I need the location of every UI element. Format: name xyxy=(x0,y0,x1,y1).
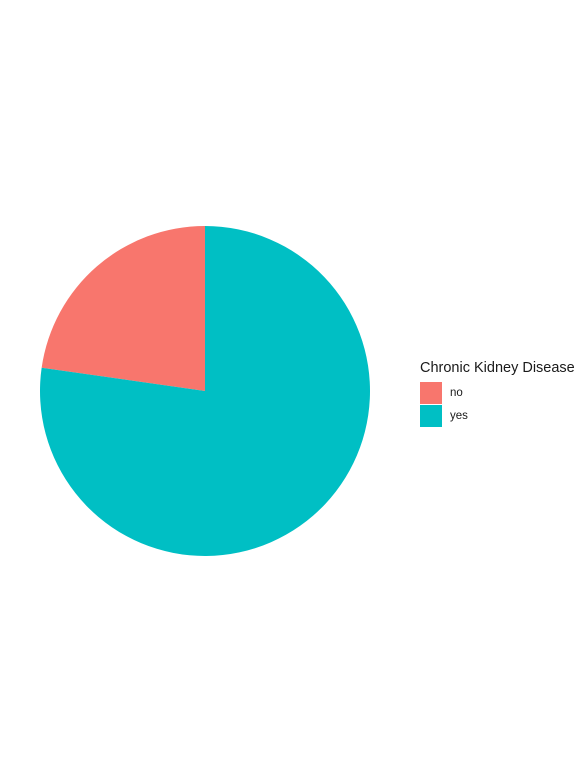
legend-title: Chronic Kidney Disease xyxy=(420,360,575,376)
legend-swatch-yes xyxy=(420,404,442,427)
legend-swatch-no xyxy=(420,381,442,404)
legend-label-no: no xyxy=(450,386,463,399)
pie-slice-yes xyxy=(39,226,370,557)
legend-item-no: no xyxy=(420,381,577,404)
legend-label-yes: yes xyxy=(450,409,468,422)
legend: Chronic Kidney Disease no yes xyxy=(420,359,577,427)
pie-slices xyxy=(39,226,370,557)
pie-slice-no xyxy=(41,226,206,391)
legend-item-yes: yes xyxy=(420,404,577,427)
